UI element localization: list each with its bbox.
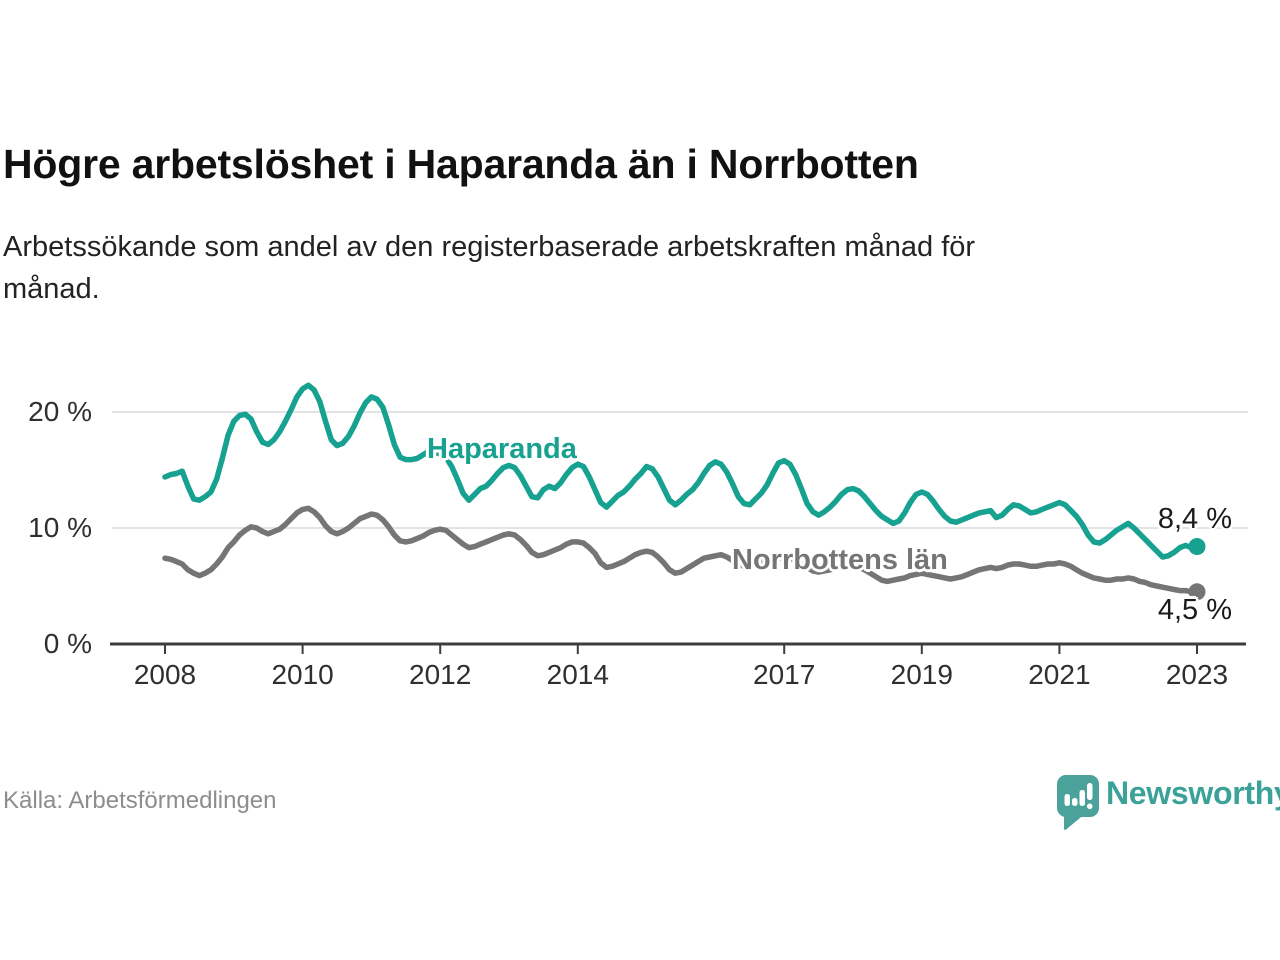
page-subtitle: Arbetssökande som andel av den registerb…	[3, 226, 1223, 310]
x-tick-label: 2014	[546, 659, 609, 690]
y-tick-label: 0 %	[43, 628, 92, 659]
y-tick-label: 20 %	[28, 396, 92, 427]
x-tick-label: 2023	[1165, 659, 1229, 690]
x-tick-label: 2019	[890, 659, 953, 690]
subtitle-line-2: månad.	[3, 273, 100, 305]
source-note: Källa: Arbetsförmedlingen	[3, 787, 277, 814]
series-end-dot-haparanda	[1188, 538, 1206, 556]
series-line-haparanda	[162, 382, 1200, 560]
y-tick-label: 10 %	[28, 512, 92, 543]
series-end-dot-norrbottens-lan	[1188, 583, 1206, 601]
end-value-label-norrbottens-lan: 4,5 %	[1157, 594, 1232, 626]
newsworthy-logo-icon	[1057, 775, 1099, 830]
end-value-label-haparanda: 8,4 %	[1157, 503, 1232, 535]
brand-wordmark: Newsworthy	[1106, 775, 1280, 811]
series-line-norrbottens-lan	[162, 505, 1200, 595]
newsworthy-brand: Newsworthy	[1054, 770, 1280, 832]
x-tick-label: 2021	[1028, 659, 1091, 690]
page-title: Högre arbetslöshet i Haparanda än i Norr…	[3, 141, 919, 187]
series-label-haparanda: Haparanda	[427, 433, 577, 465]
series-label-norrbottens-lan: Norrbottens län	[732, 544, 948, 576]
subtitle-line-1: Arbetssökande som andel av den registerb…	[3, 231, 976, 263]
x-tick-label: 2012	[409, 659, 472, 690]
x-tick-label: 2017	[753, 659, 816, 690]
x-tick-label: 2010	[271, 659, 334, 690]
x-tick-label: 2008	[133, 659, 197, 690]
